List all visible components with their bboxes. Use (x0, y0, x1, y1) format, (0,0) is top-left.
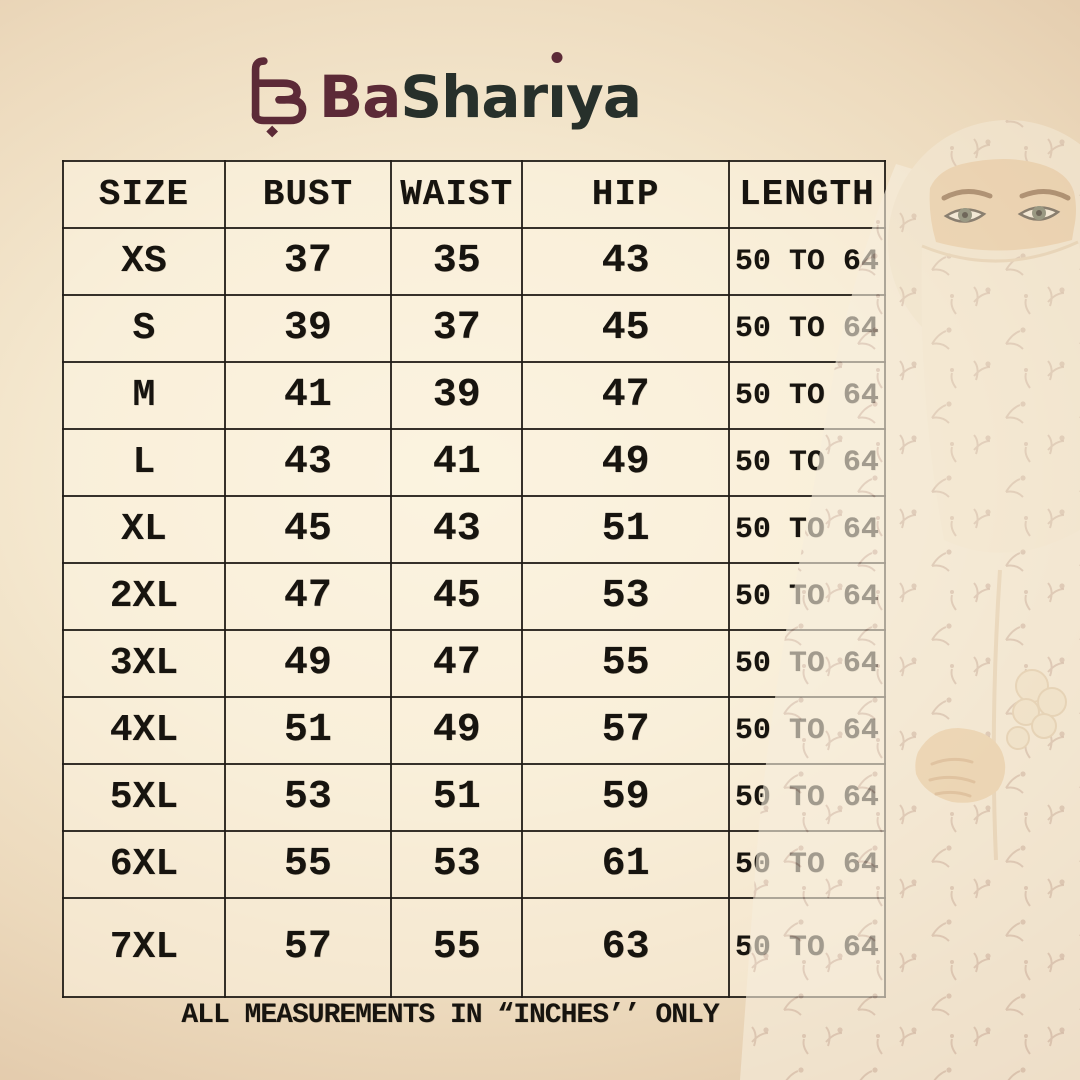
cell-waist: 51 (389, 763, 524, 832)
cell-waist: 37 (389, 294, 524, 363)
table-row: 3XL 49 47 55 50 TO 64 (62, 629, 887, 698)
cell-waist: 49 (389, 696, 524, 765)
cell-waist: 39 (389, 361, 524, 430)
cell-bust: 45 (223, 495, 392, 564)
cell-hip: 49 (521, 428, 730, 497)
cell-hip: 61 (521, 830, 730, 899)
cell-length: 50 TO 64 (727, 897, 887, 998)
cell-size: L (62, 428, 226, 497)
column-header: LENGTH (727, 160, 887, 229)
table-row: 5XL 53 51 59 50 TO 64 (62, 763, 887, 832)
cell-size: 7XL (62, 897, 226, 998)
cell-waist: 47 (389, 629, 524, 698)
cell-hip: 43 (521, 227, 730, 296)
cell-size: 6XL (62, 830, 226, 899)
column-header: SIZE (62, 160, 226, 229)
cell-bust: 49 (223, 629, 392, 698)
cell-hip: 45 (521, 294, 730, 363)
logo-i-dot (551, 52, 563, 63)
column-header: HIP (521, 160, 730, 229)
cell-length: 50 TO 64 (727, 495, 887, 564)
cell-hip: 47 (521, 361, 730, 430)
cell-bust: 47 (223, 562, 392, 631)
cell-size: 2XL (62, 562, 226, 631)
table-header-row: SIZE BUST WAIST HIP LENGTH (62, 160, 887, 229)
table-row: XL 45 43 51 50 TO 64 (62, 495, 887, 564)
cell-length: 50 TO 64 (727, 361, 887, 430)
brand-name-dark-part: Shar (400, 63, 548, 131)
cell-hip: 57 (521, 696, 730, 765)
cell-hip: 59 (521, 763, 730, 832)
cell-size: 4XL (62, 696, 226, 765)
brand-monogram-icon (251, 57, 307, 138)
cell-waist: 41 (389, 428, 524, 497)
cell-bust: 39 (223, 294, 392, 363)
cell-bust: 53 (223, 763, 392, 832)
cell-hip: 51 (521, 495, 730, 564)
cell-bust: 57 (223, 897, 392, 998)
cell-bust: 51 (223, 696, 392, 765)
cell-hip: 63 (521, 897, 730, 998)
cell-bust: 37 (223, 227, 392, 296)
measurement-units-note: ALL MEASUREMENTS IN “INCHES’’ ONLY (181, 1000, 719, 1031)
table-row: 6XL 55 53 61 50 TO 64 (62, 830, 887, 899)
brand-logo: BaSharı ya (0, 42, 880, 152)
table-row: 7XL 57 55 63 50 TO 64 (62, 897, 887, 998)
column-header: WAIST (389, 160, 524, 229)
cell-length: 50 TO 64 (727, 294, 887, 363)
cell-length: 50 TO 64 (727, 763, 887, 832)
table-row: XS 37 35 43 50 TO 64 (62, 227, 887, 296)
table-row: M 41 39 47 50 TO 64 (62, 361, 887, 430)
cell-size: XL (62, 495, 226, 564)
brand-name-dark-suffix: ya (566, 63, 642, 131)
brand-name-maroon-part: Ba (318, 63, 401, 131)
brand-name-letter-i: ı (547, 45, 567, 149)
cell-bust: 55 (223, 830, 392, 899)
cell-size: 5XL (62, 763, 226, 832)
cell-length: 50 TO 64 (727, 562, 887, 631)
cell-waist: 55 (389, 897, 524, 998)
size-measurements-table: SIZE BUST WAIST HIP LENGTH XS 37 35 43 50 TO 64 S… (62, 160, 887, 998)
cell-size: XS (62, 227, 226, 296)
cell-bust: 43 (223, 428, 392, 497)
cell-length: 50 TO 64 (727, 227, 887, 296)
cell-hip: 55 (521, 629, 730, 698)
cell-hip: 53 (521, 562, 730, 631)
brand-name: BaSharı ya (318, 45, 642, 149)
cell-length: 50 TO 64 (727, 629, 887, 698)
column-header: BUST (223, 160, 392, 229)
cell-size: 3XL (62, 629, 226, 698)
table-row: 4XL 51 49 57 50 TO 64 (62, 696, 887, 765)
table-row: L 43 41 49 50 TO 64 (62, 428, 887, 497)
cell-length: 50 TO 64 (727, 830, 887, 899)
cell-bust: 41 (223, 361, 392, 430)
table-row: 2XL 47 45 53 50 TO 64 (62, 562, 887, 631)
cell-length: 50 TO 64 (727, 428, 887, 497)
cell-waist: 35 (389, 227, 524, 296)
cell-size: S (62, 294, 226, 363)
cell-size: M (62, 361, 226, 430)
cell-waist: 43 (389, 495, 524, 564)
cell-waist: 53 (389, 830, 524, 899)
cell-length: 50 TO 64 (727, 696, 887, 765)
cell-waist: 45 (389, 562, 524, 631)
table-row: S 39 37 45 50 TO 64 (62, 294, 887, 363)
